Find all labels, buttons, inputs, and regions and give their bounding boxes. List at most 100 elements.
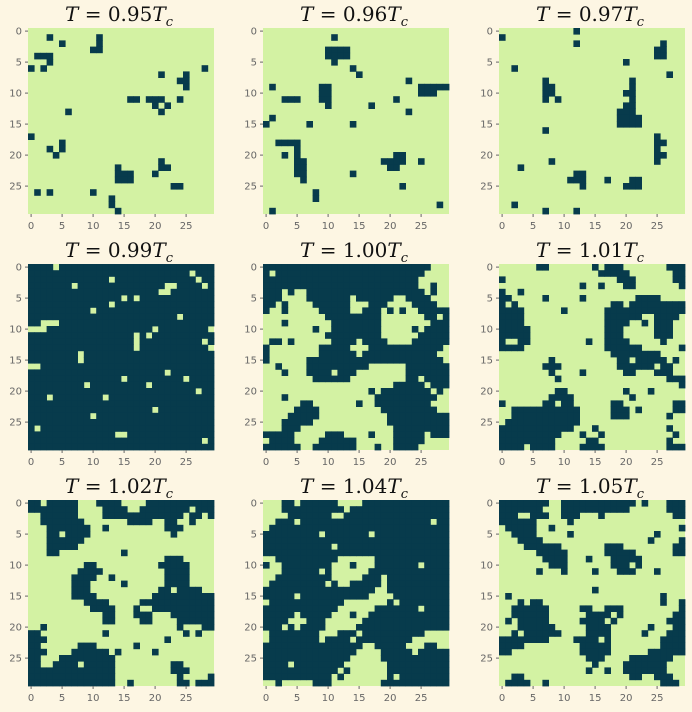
heatmap-cell xyxy=(90,425,97,432)
heatmap-cell xyxy=(337,270,344,277)
heatmap-cell xyxy=(660,636,667,643)
x-tick-label: 5 xyxy=(59,457,65,468)
heatmap-cell xyxy=(641,307,649,314)
heatmap-cell xyxy=(269,207,276,215)
heatmap-cell xyxy=(201,605,209,612)
heatmap-cell xyxy=(573,28,580,35)
heatmap-cell xyxy=(133,319,140,327)
heatmap-cell xyxy=(573,412,580,420)
y-tick-label: 25 xyxy=(9,182,22,193)
heatmap-cell xyxy=(424,611,431,619)
heatmap-cell xyxy=(368,524,375,532)
heatmap-cell xyxy=(145,270,153,277)
heatmap-cell xyxy=(152,319,159,327)
heatmap-cell xyxy=(430,593,437,600)
heatmap-cell xyxy=(145,313,153,321)
heatmap-cell xyxy=(201,599,209,606)
heatmap-cell xyxy=(579,295,587,302)
heatmap-cell xyxy=(263,264,270,271)
y-tick-label: 0 xyxy=(487,27,493,38)
heatmap-cell xyxy=(666,506,673,513)
heatmap-cell xyxy=(411,264,419,271)
heatmap-cell xyxy=(65,338,72,345)
heatmap-cell xyxy=(530,605,537,612)
heatmap-cell xyxy=(374,357,382,364)
heatmap-cell xyxy=(102,605,109,612)
heatmap-cell xyxy=(294,524,301,532)
heatmap-cell xyxy=(325,611,332,619)
heatmap-cell xyxy=(343,375,351,383)
y-tick-label: 0 xyxy=(487,499,493,510)
heatmap-cell xyxy=(554,543,562,550)
heatmap-cell xyxy=(275,661,282,668)
heatmap-cell xyxy=(263,443,270,451)
heatmap-cell xyxy=(263,357,270,364)
heatmap-cell xyxy=(405,630,413,637)
heatmap-cell xyxy=(380,282,388,290)
heatmap-cell xyxy=(170,555,178,563)
heatmap-cell xyxy=(114,176,122,184)
heatmap-cell xyxy=(343,344,351,352)
heatmap-cell xyxy=(189,282,196,290)
heatmap-cell xyxy=(368,350,375,358)
heatmap-cell xyxy=(83,332,91,339)
heatmap-cell xyxy=(666,307,673,314)
heatmap-cell xyxy=(325,90,332,97)
heatmap-cell xyxy=(275,580,282,588)
x-tick-label: 20 xyxy=(384,457,397,468)
heatmap-cell xyxy=(207,443,215,451)
heatmap-cell xyxy=(114,338,122,345)
heatmap-cell xyxy=(418,338,425,345)
heatmap-cell xyxy=(585,555,593,563)
heatmap-cell xyxy=(325,655,332,662)
heatmap-cell xyxy=(312,357,320,364)
heatmap-cell xyxy=(83,388,91,395)
heatmap-cell xyxy=(418,568,425,575)
heatmap-cell xyxy=(207,506,215,513)
heatmap-cell xyxy=(28,338,35,345)
heatmap-cell xyxy=(604,636,611,643)
heatmap-cell xyxy=(380,301,388,308)
y-tick-label: 15 xyxy=(9,592,22,603)
heatmap-cell xyxy=(318,500,326,507)
heatmap-cell xyxy=(108,388,116,395)
heatmap-cell xyxy=(90,295,97,302)
heatmap-cell xyxy=(139,344,147,352)
heatmap-cell xyxy=(176,617,184,625)
heatmap-cell xyxy=(71,419,78,426)
heatmap-cell xyxy=(436,661,444,668)
heatmap-cell xyxy=(207,319,215,327)
heatmap-cell xyxy=(183,71,190,78)
heatmap-cell xyxy=(424,307,431,314)
heatmap-cell xyxy=(195,611,202,619)
heatmap-cell xyxy=(380,158,388,165)
heatmap-cell xyxy=(127,301,134,308)
heatmap-cell xyxy=(343,630,351,637)
heatmap-cell xyxy=(127,406,134,414)
heatmap-cell xyxy=(77,301,85,308)
heatmap-cell xyxy=(411,630,419,637)
heatmap-cell xyxy=(158,264,165,271)
heatmap-cell xyxy=(71,537,78,544)
heatmap-cell xyxy=(139,350,147,358)
heatmap-cell xyxy=(598,630,605,637)
heatmap-cell xyxy=(318,574,326,581)
heatmap-cell xyxy=(164,164,171,171)
heatmap-cell xyxy=(96,40,103,47)
heatmap-cell xyxy=(281,599,289,606)
heatmap-cell xyxy=(387,599,394,606)
heatmap-cell xyxy=(294,568,301,575)
heatmap-cell xyxy=(90,661,97,668)
heatmap-cell xyxy=(641,350,649,358)
heatmap-cell xyxy=(34,661,41,668)
heatmap-cell xyxy=(145,617,153,625)
heatmap-cell xyxy=(127,307,134,314)
heatmap-cell xyxy=(567,518,574,526)
heatmap-cell xyxy=(71,288,78,296)
heatmap-cell xyxy=(207,673,215,681)
heatmap-cell xyxy=(393,350,400,358)
heatmap-cell xyxy=(170,580,178,588)
heatmap-cell xyxy=(418,288,425,296)
heatmap-cell xyxy=(127,176,134,184)
heatmap-cell xyxy=(393,617,400,625)
